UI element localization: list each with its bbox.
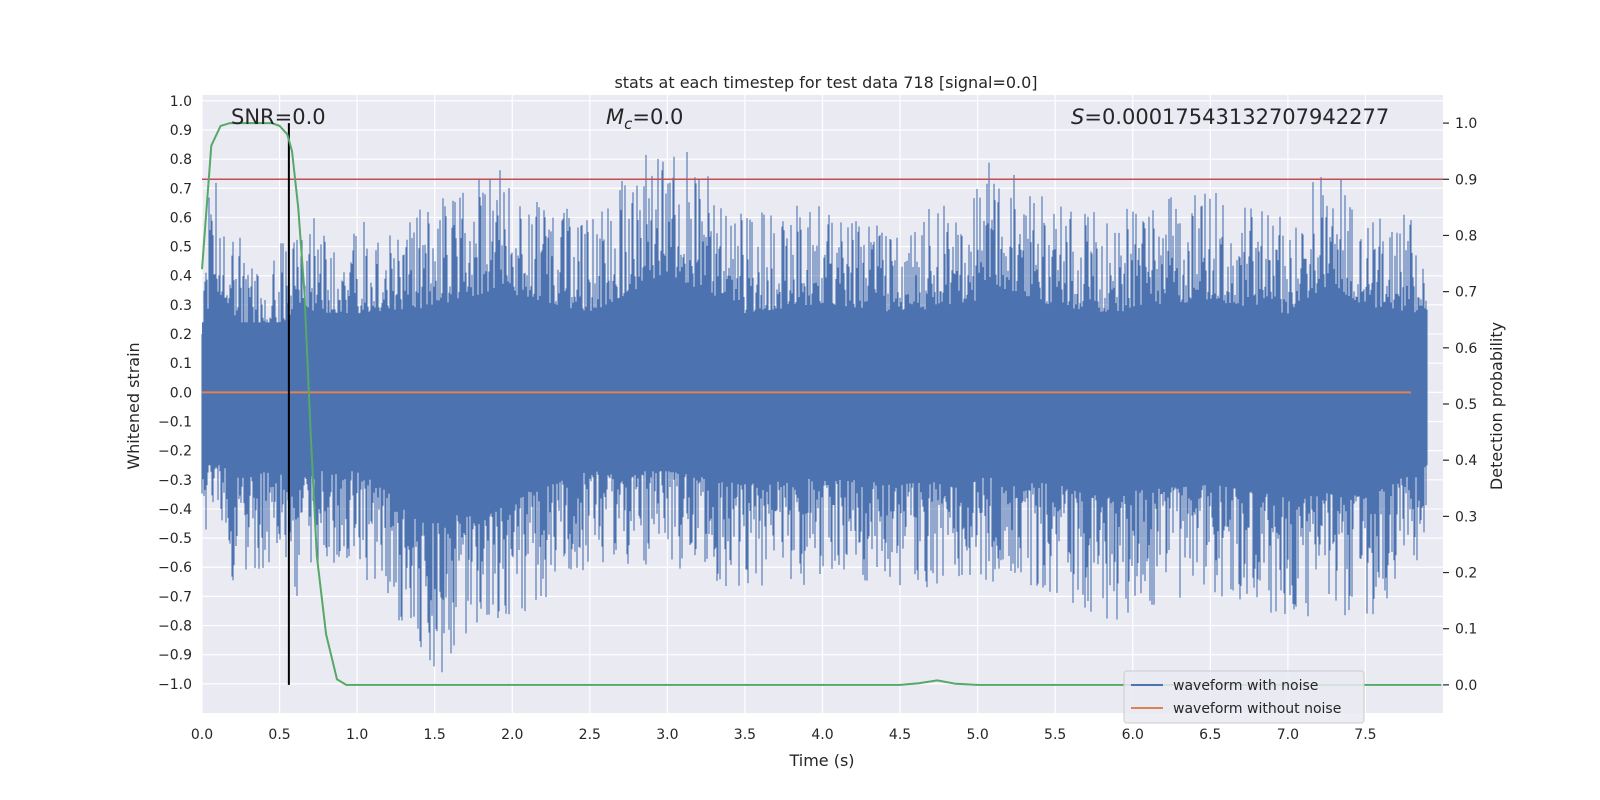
detection-probability-line	[201, 122, 1442, 686]
x-tick-label: 1.5	[424, 727, 446, 743]
noisy-waveform-trace	[201, 152, 1428, 673]
s-statistic-symbol: S	[1071, 105, 1084, 129]
y-tick-label-right: 1.0	[1455, 116, 1477, 132]
y-tick-label-left: 0.2	[170, 327, 192, 343]
s-statistic-annotation: S=0.00017543132707942277	[1071, 105, 1389, 129]
x-tick-label: 2.5	[579, 727, 601, 743]
y-tick-label-left: −0.7	[158, 589, 192, 605]
x-tick-label: 4.5	[889, 727, 911, 743]
y-tick-label-left: −0.1	[158, 414, 192, 430]
y-tick-label-right: 0.6	[1455, 341, 1477, 357]
y-axis-left-label: Whitened strain	[124, 342, 143, 469]
y-tick-label-left: 0.1	[170, 356, 192, 372]
y-tick-label-left: 0.4	[170, 269, 192, 285]
y-tick-label-right: 0.4	[1455, 453, 1477, 469]
y-axis-right-label: Detection probability	[1487, 322, 1506, 490]
y-tick-label-left: 0.7	[170, 181, 192, 197]
x-tick-label: 0.0	[191, 727, 213, 743]
y-tick-label-left: 0.5	[170, 240, 192, 256]
x-tick-label: 6.0	[1122, 727, 1144, 743]
y-tick-label-left: 0.8	[170, 152, 192, 168]
y-tick-label-right: 0.5	[1455, 397, 1477, 413]
x-tick-label: 7.0	[1277, 727, 1299, 743]
x-axis-label: Time (s)	[788, 751, 854, 770]
overlay-lines	[201, 122, 1443, 686]
x-tick-label: 0.5	[268, 727, 290, 743]
legend-label-clean: waveform without noise	[1173, 701, 1341, 717]
x-tick-label: 7.5	[1354, 727, 1376, 743]
y-tick-label-right: 0.9	[1455, 172, 1477, 188]
legend-label-noise: waveform with noise	[1173, 678, 1318, 694]
y-tick-label-right: 0.8	[1455, 228, 1477, 244]
x-tick-label: 5.0	[966, 727, 988, 743]
s-statistic-value: =0.00017543132707942277	[1084, 105, 1389, 129]
y-tick-label-right: 0.0	[1455, 678, 1477, 694]
y-tick-label-right: 0.1	[1455, 622, 1477, 638]
y-tick-label-left: 0.0	[170, 385, 192, 401]
x-axis-ticks: 0.0 0.5 1.0 1.5 2.0 2.5 3.0 3.5 4.0 4.5 5.0 5.5 6.0 6…	[191, 727, 1377, 743]
y-tick-label-left: −0.8	[158, 619, 192, 635]
legend-box	[1123, 670, 1365, 724]
x-tick-label: 6.5	[1199, 727, 1221, 743]
y-tick-label-left: −0.2	[158, 444, 192, 460]
chirp-mass-symbol: M	[606, 105, 624, 129]
x-tick-label: 3.0	[656, 727, 678, 743]
x-tick-label: 5.5	[1044, 727, 1066, 743]
y-tick-label-left: −0.3	[158, 473, 192, 489]
noisy-waveform-series	[201, 152, 1428, 673]
snr-annotation: SNR=0.0	[231, 105, 326, 129]
y-tick-label-left: −0.6	[158, 560, 192, 576]
legend: waveform with noise waveform without noi…	[1123, 670, 1365, 724]
y-tick-label-right: 0.2	[1455, 566, 1477, 582]
y-tick-label-left: −0.5	[158, 531, 192, 547]
chirp-mass-value: =0.0	[632, 105, 683, 129]
x-tick-label: 4.0	[811, 727, 833, 743]
y-tick-label-left: −0.4	[158, 502, 192, 518]
x-tick-label: 2.0	[501, 727, 523, 743]
x-tick-label: 3.5	[734, 727, 756, 743]
y-tick-label-left: 0.9	[170, 123, 192, 139]
chirp-mass-annotation: Mc=0.0	[606, 105, 683, 133]
y-axis-left-ticks: 1.0 0.9 0.8 0.7 0.6 0.5 0.4 0.3 0.2 0.1 0.0 −0.1 −0.…	[158, 94, 192, 693]
y-tick-label-left: 0.3	[170, 298, 192, 314]
y-tick-label-right: 0.7	[1455, 285, 1477, 301]
y-tick-label-left: −1.0	[158, 677, 192, 693]
y-axis-right-ticks: 1.0 0.9 0.8 0.7 0.6 0.5 0.4 0.3 0.2 0.1 0.0	[1443, 116, 1477, 694]
y-tick-label-left: −0.9	[158, 648, 192, 664]
chart-title: stats at each timestep for test data 718…	[614, 73, 1037, 92]
y-tick-label-left: 1.0	[170, 94, 192, 110]
y-tick-label-left: 0.6	[170, 210, 192, 226]
y-tick-label-right: 0.3	[1455, 509, 1477, 525]
chirp-mass-subscript: c	[624, 115, 633, 133]
x-tick-label: 1.0	[346, 727, 368, 743]
